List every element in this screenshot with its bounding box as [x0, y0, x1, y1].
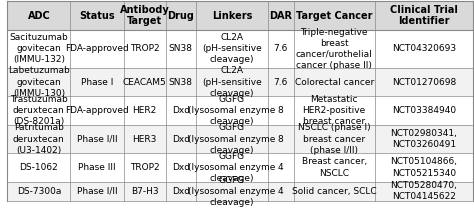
Text: DAR: DAR — [269, 11, 292, 21]
Text: B7-H3: B7-H3 — [131, 187, 158, 196]
Text: HER3: HER3 — [133, 135, 157, 143]
Text: Sacituzumab
govitecan
(IMMU-132): Sacituzumab govitecan (IMMU-132) — [9, 33, 68, 64]
Text: NCT02980341,
NCT03260491: NCT02980341, NCT03260491 — [390, 129, 457, 149]
Text: 4: 4 — [278, 187, 283, 196]
Text: NSCLC (phase I)
breast cancer
(phase I/II): NSCLC (phase I) breast cancer (phase I/I… — [298, 123, 371, 155]
Text: Phase III: Phase III — [78, 163, 116, 172]
FancyBboxPatch shape — [8, 1, 473, 30]
Text: Patritumab
deruxtecan
(U3-1402): Patritumab deruxtecan (U3-1402) — [13, 123, 65, 155]
Text: SN38: SN38 — [169, 44, 193, 53]
Text: Colorectal cancer: Colorectal cancer — [295, 77, 374, 87]
Text: Breast cancer,
NSCLC: Breast cancer, NSCLC — [301, 158, 367, 177]
Text: GGFG
(lysosomal enzyme
cleavage): GGFG (lysosomal enzyme cleavage) — [188, 176, 275, 207]
Text: CEACAM5: CEACAM5 — [123, 77, 166, 87]
Text: GGFG
(lysosomal enzyme
cleavage): GGFG (lysosomal enzyme cleavage) — [188, 95, 275, 126]
Text: DS-7300a: DS-7300a — [17, 187, 61, 196]
Text: CL2A
(pH-sensitive
cleavage): CL2A (pH-sensitive cleavage) — [202, 67, 262, 98]
Text: Solid cancer, SCLC: Solid cancer, SCLC — [292, 187, 376, 196]
FancyBboxPatch shape — [8, 125, 473, 153]
Text: NCT03384940: NCT03384940 — [392, 106, 456, 115]
Text: NCT01270698: NCT01270698 — [392, 77, 456, 87]
Text: 7.6: 7.6 — [273, 77, 288, 87]
Text: Phase I/II: Phase I/II — [77, 187, 118, 196]
Text: SN38: SN38 — [169, 77, 193, 87]
Text: 8: 8 — [278, 135, 283, 143]
Text: Dxd: Dxd — [172, 187, 190, 196]
Text: Dxd: Dxd — [172, 135, 190, 143]
Text: FDA-approved: FDA-approved — [65, 106, 129, 115]
Text: Status: Status — [79, 11, 115, 21]
Text: Trastuzumab
deruxtecan
(DS-8201a): Trastuzumab deruxtecan (DS-8201a) — [10, 95, 68, 126]
Text: NCT05104866,
NCT05215340: NCT05104866, NCT05215340 — [390, 158, 457, 177]
Text: Phase I/II: Phase I/II — [77, 135, 118, 143]
Text: Labetuzumab
govitecan
(IMMU-130): Labetuzumab govitecan (IMMU-130) — [8, 67, 70, 98]
Text: TROP2: TROP2 — [130, 163, 159, 172]
Text: Triple-negative
breast
cancer/urothelial
cancer (phase II): Triple-negative breast cancer/urothelial… — [296, 28, 373, 70]
FancyBboxPatch shape — [8, 182, 473, 201]
Text: Metastatic
HER2-positive
breast cancer: Metastatic HER2-positive breast cancer — [302, 95, 366, 126]
Text: HER2: HER2 — [133, 106, 157, 115]
Text: NCT04320693: NCT04320693 — [392, 44, 456, 53]
Text: 8: 8 — [278, 106, 283, 115]
Text: Drug: Drug — [167, 11, 194, 21]
Text: Antibody
Target: Antibody Target — [120, 5, 170, 26]
Text: Dxd: Dxd — [172, 106, 190, 115]
FancyBboxPatch shape — [8, 68, 473, 96]
FancyBboxPatch shape — [8, 153, 473, 182]
Text: 4: 4 — [278, 163, 283, 172]
Text: ADC: ADC — [27, 11, 50, 21]
Text: TROP2: TROP2 — [130, 44, 159, 53]
FancyBboxPatch shape — [8, 30, 473, 68]
Text: DS-1062: DS-1062 — [19, 163, 58, 172]
FancyBboxPatch shape — [8, 96, 473, 125]
Text: NCT05280470,
NCT04145622: NCT05280470, NCT04145622 — [390, 181, 457, 201]
Text: Phase I: Phase I — [81, 77, 113, 87]
Text: CL2A
(pH-sensitive
cleavage): CL2A (pH-sensitive cleavage) — [202, 33, 262, 64]
Text: 7.6: 7.6 — [273, 44, 288, 53]
Text: GGFG
(lysosomal enzyme
cleavage): GGFG (lysosomal enzyme cleavage) — [188, 123, 275, 155]
Text: FDA-approved: FDA-approved — [65, 44, 129, 53]
Text: GGFG
(lysosomal enzyme
cleavage): GGFG (lysosomal enzyme cleavage) — [188, 152, 275, 183]
Text: Target Cancer: Target Cancer — [296, 11, 373, 21]
Text: Dxd: Dxd — [172, 163, 190, 172]
Text: Clinical Trial
Identifier: Clinical Trial Identifier — [390, 5, 458, 26]
Text: Linkers: Linkers — [212, 11, 252, 21]
